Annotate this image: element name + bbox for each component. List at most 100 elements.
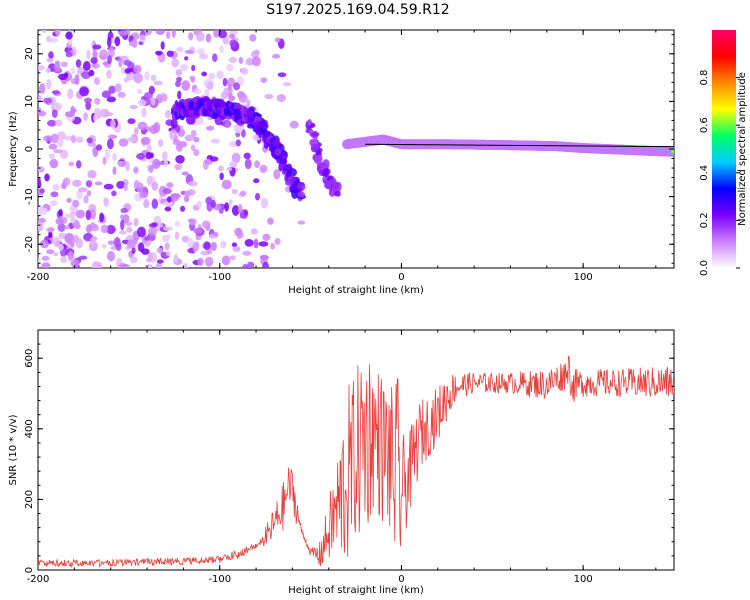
heatmap-noise-blob	[254, 160, 261, 169]
heatmap-noise-blob	[102, 156, 107, 165]
heatmap-y-tick-label: -10	[24, 188, 35, 204]
heatmap-noise-blob	[72, 179, 82, 187]
heatmap-noise-blob	[237, 203, 243, 214]
heatmap-noise-blob	[46, 35, 52, 43]
heatmap-noise-blob	[76, 189, 83, 200]
heatmap-noise-blob	[101, 243, 107, 249]
heatmap-noise-blob	[108, 47, 115, 58]
heatmap-noise-blob	[190, 144, 196, 151]
heatmap-noise-blob	[206, 248, 213, 255]
heatmap-noise-blob	[48, 51, 54, 60]
heatmap-noise-blob	[148, 226, 158, 236]
heatmap-noise-blob	[49, 37, 58, 43]
heatmap-noise-blob	[203, 241, 211, 251]
heatmap-noise-blob	[210, 138, 221, 144]
heatmap-noise-blob	[238, 56, 244, 64]
heatmap-noise-blob	[72, 234, 80, 243]
heatmap-noise-blob	[38, 257, 41, 266]
heatmap-noise-blob	[60, 61, 68, 68]
heatmap-noise-blob	[136, 152, 146, 160]
heatmap-noise-blob	[38, 94, 42, 103]
heatmap-noise-blob	[216, 70, 224, 80]
heatmap-noise-blob	[86, 49, 91, 60]
heatmap-noise-blob	[191, 64, 196, 72]
heatmap-noise-blob	[38, 176, 41, 185]
heatmap-noise-blob	[258, 241, 269, 247]
heatmap-noise-blob	[184, 56, 189, 61]
heatmap-x-ticks: -200 -100 0 100	[27, 30, 657, 283]
heatmap-noise-blob	[93, 114, 98, 122]
heatmap-noise-blob	[38, 83, 46, 94]
heatmap-noise-blob	[131, 246, 136, 255]
heatmap-branch-blob	[279, 158, 288, 165]
heatmap-noise-blob	[44, 173, 50, 182]
heatmap-noise-blob	[260, 197, 269, 209]
heatmap-noise-blob	[41, 30, 47, 34]
heatmap-branch-blob	[336, 191, 341, 197]
heatmap-noise-blob	[232, 246, 241, 252]
heatmap-noise-blob	[133, 72, 143, 84]
heatmap-noise-blob	[85, 209, 92, 221]
heatmap-noise-blob	[205, 196, 213, 205]
heatmap-noise-blob	[74, 74, 80, 86]
heatmap-noise-blob	[170, 118, 178, 129]
heatmap-noise-blob	[235, 139, 242, 147]
heatmap-noise-blob	[206, 81, 214, 91]
heatmap-noise-blob	[133, 127, 139, 135]
heatmap-noise-blob	[267, 217, 274, 225]
heatmap-noise-blob	[51, 109, 58, 118]
heatmap-noise-blob	[165, 250, 172, 257]
heatmap-y-label: Frequency (Hz)	[8, 111, 19, 187]
heatmap-noise-blob	[111, 190, 117, 197]
heatmap-noise-blob	[177, 141, 188, 148]
heatmap-noise-blob	[137, 226, 146, 238]
heatmap-y-ticks: -20 -10 0 10 20	[24, 34, 674, 264]
heatmap-noise-blob	[103, 197, 110, 208]
heatmap-noise-blob	[120, 208, 129, 214]
snr-x-tick-label: -100	[208, 574, 231, 585]
heatmap-noise-blob	[197, 257, 204, 267]
heatmap-noise-blob	[150, 74, 157, 82]
heatmap-noise-blob	[243, 152, 251, 160]
heatmap-noise-blob	[88, 69, 95, 77]
heatmap-noise-blob	[155, 30, 166, 36]
heatmap-noise-blob	[245, 57, 255, 66]
heatmap-noise-blob	[57, 138, 64, 148]
heatmap-noise-blob	[231, 205, 240, 216]
heatmap-noise-blob	[181, 80, 191, 91]
heatmap-noise-blob	[39, 239, 49, 249]
heatmap-y-tick-label: 10	[24, 95, 35, 108]
heatmap-noise-blob	[103, 183, 114, 190]
heatmap-noise-blob	[164, 242, 170, 251]
heatmap-noise-blob	[41, 255, 50, 261]
heatmap-y-tick-label: 20	[24, 47, 35, 60]
heatmap-noise-blob	[108, 85, 116, 94]
heatmap-noise-blob	[106, 96, 116, 103]
heatmap-noise-blob	[124, 68, 131, 74]
heatmap-noise-blob	[297, 220, 306, 225]
heatmap-noise-blob	[229, 33, 236, 39]
heatmap-noise-blob	[157, 139, 164, 147]
heatmap-noise-blob	[227, 84, 232, 91]
heatmap-noise-blob	[209, 156, 219, 162]
heatmap-noise-blob	[93, 77, 100, 85]
heatmap-noise-blob	[53, 62, 61, 72]
heatmap-noise-blob	[137, 242, 145, 253]
heatmap-noise-blob	[86, 137, 93, 144]
heatmap-noise-blob	[173, 135, 179, 144]
heatmap-noise-blob	[162, 235, 170, 242]
heatmap-noise-blob	[72, 199, 80, 208]
heatmap-noise-blob	[184, 49, 194, 54]
heatmap-marks	[38, 30, 674, 268]
heatmap-noise-blob	[146, 143, 152, 154]
heatmap-noise-blob	[63, 225, 71, 230]
heatmap-noise-blob	[110, 119, 116, 129]
heatmap-noise-blob	[249, 34, 257, 42]
heatmap-noise-blob	[193, 149, 200, 157]
heatmap-noise-blob	[179, 64, 188, 72]
heatmap-noise-blob	[38, 64, 45, 71]
heatmap-noise-blob	[259, 164, 268, 174]
heatmap-y-tick-label: 0	[24, 146, 35, 152]
heatmap-noise-blob	[246, 261, 255, 268]
heatmap-noise-blob	[242, 263, 248, 268]
